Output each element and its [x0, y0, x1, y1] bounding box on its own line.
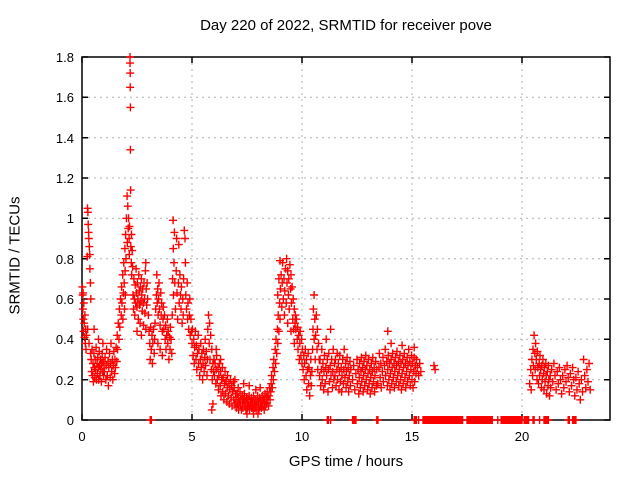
y-tick-label: 1.4 [55, 130, 74, 146]
y-tick-label: 1.8 [55, 50, 74, 65]
x-tick-label: 5 [188, 429, 196, 444]
y-axis-label: SRMTID / TECUs [6, 196, 24, 315]
axis-ticks [81, 56, 610, 421]
x-tick-label: 15 [404, 429, 420, 444]
y-tick-label: 1 [66, 211, 74, 227]
x-tick-label: 10 [294, 429, 310, 444]
y-tick-label: 0.8 [55, 251, 74, 267]
scatter-points [78, 53, 595, 424]
y-tick-label: 0 [66, 413, 74, 428]
x-axis-label: GPS time / hours [288, 453, 404, 470]
y-tick-label: 0.4 [55, 332, 74, 348]
y-tick-label: 1.6 [55, 90, 74, 106]
grid-lines [82, 57, 610, 420]
y-tick-label: 0.2 [55, 372, 74, 388]
chart-title: Day 220 of 2022, SRMTID for receiver pov… [200, 17, 492, 34]
y-tick-label: 0.6 [55, 292, 74, 307]
x-tick-label: 0 [78, 429, 86, 444]
plot-border [81, 56, 611, 421]
y-tick-label: 1.2 [55, 171, 74, 186]
x-tick-label: 20 [514, 429, 530, 444]
